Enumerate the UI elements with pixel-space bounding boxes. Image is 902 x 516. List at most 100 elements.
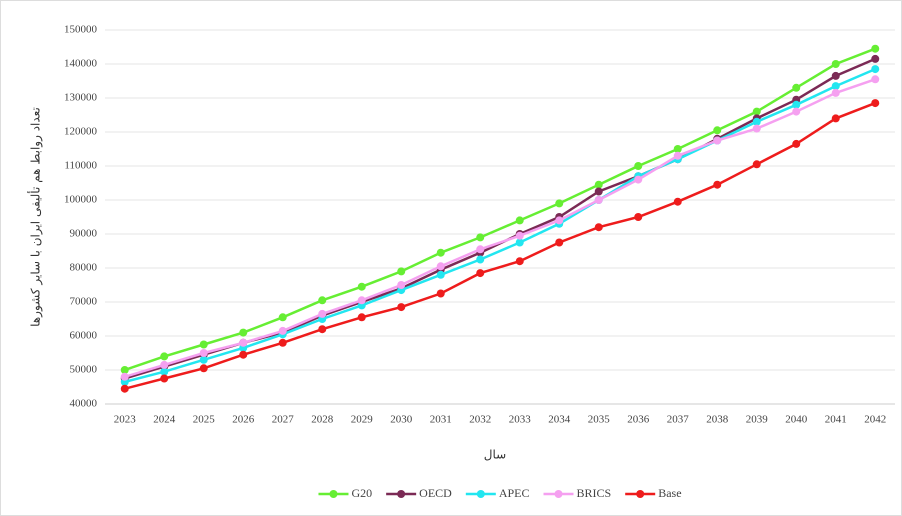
x-tick-label: 2032 xyxy=(469,414,491,426)
y-tick-label: 140000 xyxy=(64,58,98,70)
series-line xyxy=(124,47,876,372)
data-point xyxy=(199,340,208,349)
data-point xyxy=(160,360,169,369)
data-point xyxy=(792,107,801,116)
y-tick-label: 130000 xyxy=(64,92,98,104)
legend-item: Base xyxy=(625,486,682,500)
x-tick-label: 2038 xyxy=(706,414,729,426)
data-point xyxy=(278,326,287,335)
data-point xyxy=(278,338,287,347)
legend: G20 OECD APEC BRICS Base xyxy=(318,486,682,500)
legend-item: APEC xyxy=(465,486,530,500)
x-tick-label: 2041 xyxy=(825,414,847,426)
data-point xyxy=(397,303,406,312)
data-point xyxy=(871,99,880,108)
data-point xyxy=(397,281,406,289)
x-tick-label: 2029 xyxy=(351,414,374,426)
data-point xyxy=(476,245,485,254)
data-point xyxy=(318,296,327,305)
y-tick-label: 120000 xyxy=(64,126,98,138)
x-tick-label: 2040 xyxy=(785,414,808,426)
x-tick-label: 2024 xyxy=(153,414,176,426)
legend-marker xyxy=(476,490,485,498)
legend-marker xyxy=(554,490,563,498)
data-point xyxy=(871,65,880,74)
legend-item: G20 xyxy=(318,486,372,500)
data-point xyxy=(752,117,761,126)
data-point xyxy=(120,384,129,393)
data-point xyxy=(476,233,485,242)
data-point xyxy=(476,255,485,264)
x-tick-label: 2037 xyxy=(667,414,690,426)
y-tick-label: 50000 xyxy=(70,364,98,376)
legend-marker xyxy=(636,490,645,498)
x-tick-label: 2039 xyxy=(746,414,769,426)
data-point xyxy=(752,124,761,133)
data-point xyxy=(357,296,366,305)
x-tick-label: 2033 xyxy=(509,414,532,426)
data-point xyxy=(357,313,366,322)
legend-marker xyxy=(397,490,406,498)
data-point xyxy=(792,100,801,109)
legend-label: OECD xyxy=(419,486,452,500)
data-point xyxy=(594,187,603,196)
data-point xyxy=(199,349,208,357)
data-point xyxy=(831,88,840,97)
y-tick-label: 70000 xyxy=(70,296,98,308)
data-point xyxy=(436,270,445,279)
x-tick-label: 2031 xyxy=(430,414,452,426)
y-axis-title: تعداد روابط هم تألیفی ایران با سایر کشور… xyxy=(27,107,44,327)
data-point xyxy=(199,364,208,373)
data-point xyxy=(239,338,248,347)
data-point xyxy=(713,126,722,135)
data-point xyxy=(120,372,129,381)
data-point xyxy=(318,309,327,318)
data-point xyxy=(634,175,643,184)
data-point xyxy=(555,238,564,247)
data-point xyxy=(792,139,801,148)
x-axis-title: سال xyxy=(484,448,506,462)
data-point xyxy=(436,262,445,271)
data-point xyxy=(752,160,761,169)
x-tick-label: 2027 xyxy=(272,414,295,426)
data-point xyxy=(673,151,682,160)
data-point xyxy=(634,213,643,221)
x-tick-label: 2034 xyxy=(548,414,571,426)
data-point xyxy=(594,223,603,232)
data-point xyxy=(673,197,682,206)
y-tick-label: 60000 xyxy=(70,330,98,342)
legend-label: BRICS xyxy=(577,486,612,500)
data-point xyxy=(594,180,603,189)
data-point xyxy=(792,83,801,92)
data-point xyxy=(515,238,524,247)
x-tick-label: 2042 xyxy=(864,414,886,426)
data-point xyxy=(713,180,722,189)
data-point xyxy=(831,71,840,80)
data-point xyxy=(515,257,524,266)
x-tick-label: 2025 xyxy=(193,414,216,426)
data-point xyxy=(239,350,248,359)
y-tick-label: 80000 xyxy=(70,262,98,274)
legend-marker xyxy=(329,490,338,498)
data-point xyxy=(831,82,840,91)
data-point xyxy=(160,367,169,376)
data-point xyxy=(555,199,564,208)
data-point xyxy=(199,355,208,364)
data-point xyxy=(673,145,682,153)
y-tick-label: 110000 xyxy=(64,160,97,172)
data-point xyxy=(555,216,564,225)
data-point xyxy=(515,216,524,225)
y-tick-label: 150000 xyxy=(64,24,98,36)
data-point xyxy=(160,374,169,383)
legend-item: BRICS xyxy=(543,486,612,500)
data-point xyxy=(160,352,169,361)
data-point xyxy=(318,325,327,334)
data-point xyxy=(239,328,248,337)
x-tick-label: 2035 xyxy=(588,414,611,426)
x-tick-label: 2030 xyxy=(390,414,413,426)
data-point xyxy=(397,267,406,276)
y-tick-label: 40000 xyxy=(70,398,98,410)
x-tick-label: 2028 xyxy=(311,414,334,426)
